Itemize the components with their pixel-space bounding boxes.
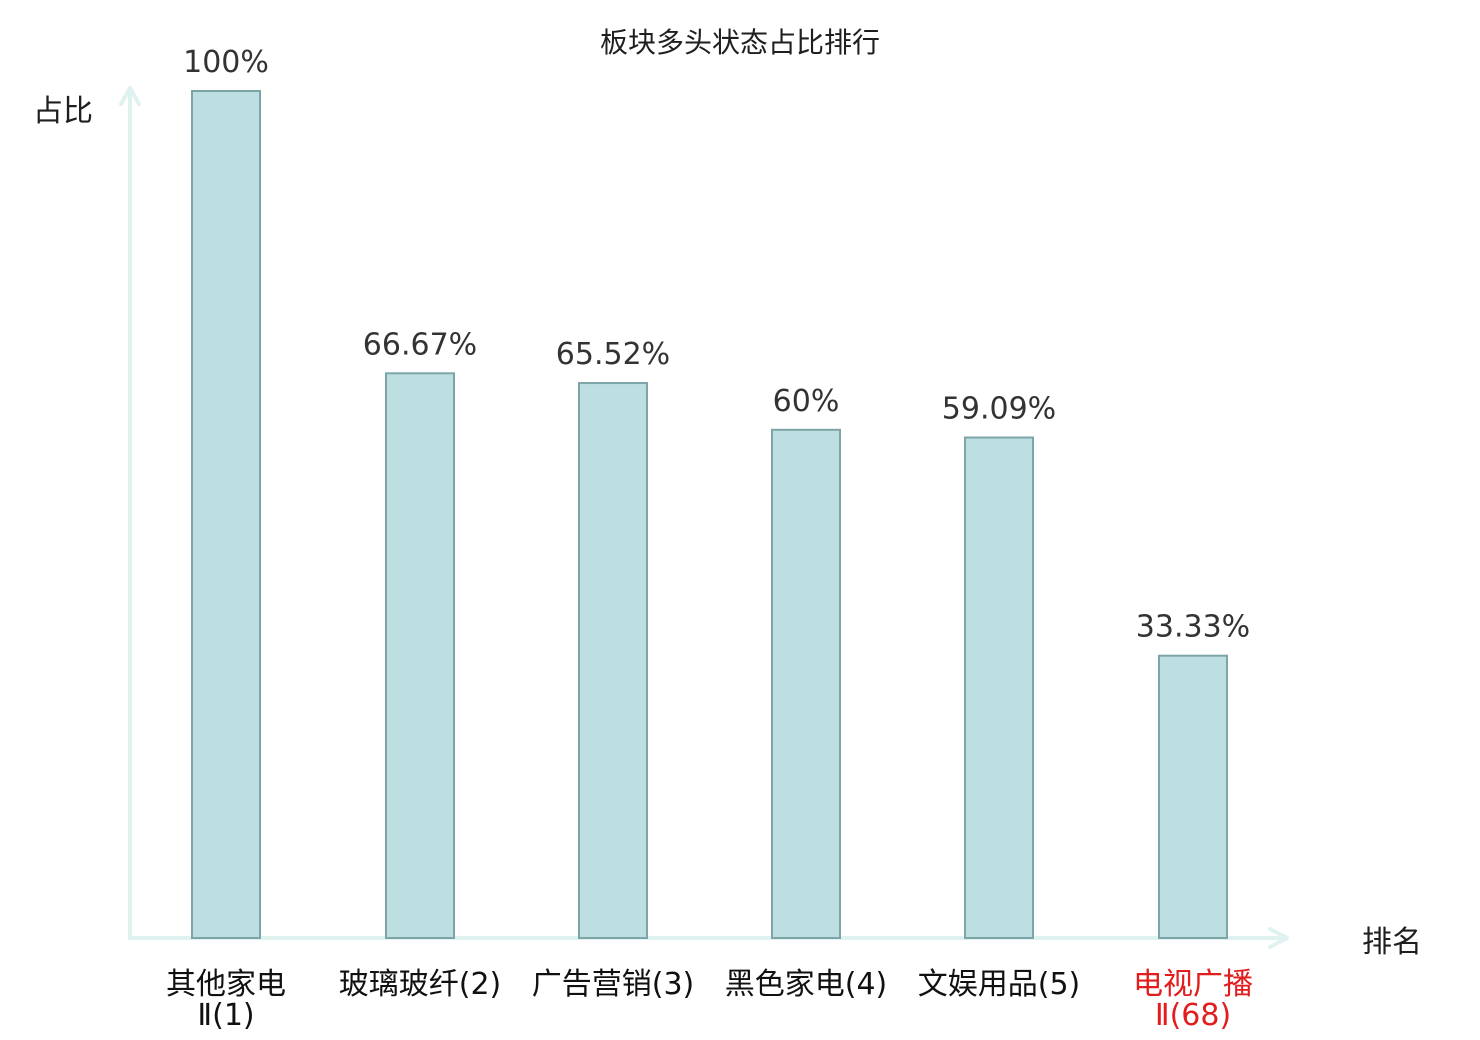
bar-value-label: 66.67% xyxy=(363,327,477,362)
bar xyxy=(1158,654,1228,939)
bar xyxy=(964,436,1034,939)
x-axis-label: 排名 xyxy=(1362,925,1422,960)
y-axis-label: 占比 xyxy=(33,94,93,129)
category-label-line1: 广告营销(3) xyxy=(532,967,695,1002)
chart-title: 板块多头状态占比排行 xyxy=(600,26,880,59)
y-axis-arrow xyxy=(119,86,141,940)
bar-group: 60% 黑色家电(4) xyxy=(725,384,888,1002)
bar xyxy=(578,382,648,939)
x-axis-arrow xyxy=(128,927,1289,949)
category-label-line2: Ⅱ(68) xyxy=(1155,998,1231,1033)
bar-value-label: 59.09% xyxy=(942,392,1056,427)
category-label-line1: 玻璃玻纤(2) xyxy=(339,967,502,1002)
bar xyxy=(191,90,261,939)
bar-value-label: 33.33% xyxy=(1136,610,1250,645)
category-label-line1: 其他家电 xyxy=(166,967,286,1002)
category-label-line2: Ⅱ(1) xyxy=(197,998,254,1033)
category-label-line1: 电视广播 xyxy=(1133,967,1253,1002)
bar-value-label: 65.52% xyxy=(556,337,670,372)
bar-group: 65.52% 广告营销(3) xyxy=(532,337,695,1002)
bar-group: 66.67% 玻璃玻纤(2) xyxy=(339,327,502,1002)
bar-value-label: 60% xyxy=(773,384,840,419)
category-label-line1: 文娱用品(5) xyxy=(918,967,1081,1002)
category-label-line1: 黑色家电(4) xyxy=(725,967,888,1002)
bar xyxy=(771,428,841,939)
bar xyxy=(385,372,455,939)
bar-value-label: 100% xyxy=(183,45,269,80)
bar-group: 59.09% 文娱用品(5) xyxy=(918,392,1081,1002)
